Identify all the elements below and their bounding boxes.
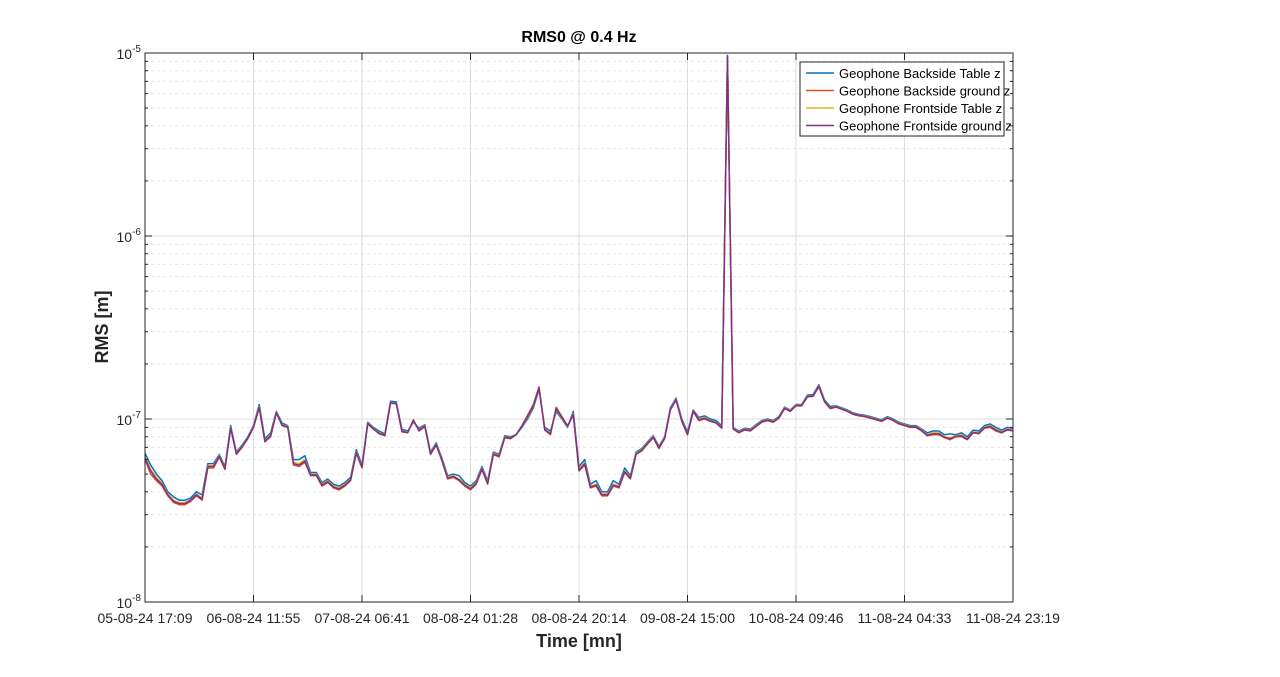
x-tick-label: 08-08-24 20:14: [532, 610, 627, 626]
series-lines: [144, 54, 1014, 506]
grid: [144, 52, 1014, 603]
y-tick-label: 10-6: [117, 227, 142, 245]
y-tick-exponent: -6: [132, 227, 141, 238]
y-axis-label: RMS [m]: [92, 291, 112, 364]
legend-box: [799, 61, 1005, 137]
legend-entry: Geophone Backside ground z: [839, 84, 1010, 99]
x-axis-label: Time [mn]: [536, 631, 622, 651]
y-tick-exponent: -8: [132, 593, 141, 604]
legend: Geophone Backside Table z Geophone Backsi…: [799, 61, 1012, 137]
y-tick-label: 10-5: [117, 44, 142, 62]
y-tick-label: 10-7: [117, 410, 142, 428]
y-axis-ticks: 10-810-710-610-5: [117, 44, 1013, 611]
y-tick-base: 10: [117, 46, 133, 62]
chart-title: RMS0 @ 0.4 Hz: [521, 29, 636, 46]
legend-entry: Geophone Frontside Table z: [839, 101, 1002, 116]
y-tick-base: 10: [117, 412, 133, 428]
x-tick-label: 10-08-24 09:46: [749, 610, 844, 626]
series-line-4: [144, 55, 1014, 505]
legend-entry: Geophone Backside Table z: [839, 66, 1001, 81]
y-tick-label: 10-8: [117, 593, 142, 611]
x-tick-label: 08-08-24 01:28: [423, 610, 518, 626]
y-tick-base: 10: [117, 595, 133, 611]
x-tick-label: 05-08-24 17:09: [98, 610, 193, 626]
x-tick-label: 07-08-24 06:41: [315, 610, 410, 626]
y-tick-base: 10: [117, 229, 133, 245]
x-tick-label: 11-08-24 23:19: [966, 610, 1060, 626]
x-tick-label: 09-08-24 15:00: [640, 610, 735, 626]
legend-entry: Geophone Frontside ground z: [839, 119, 1012, 134]
y-tick-exponent: -7: [132, 410, 141, 421]
y-tick-exponent: -5: [132, 44, 141, 55]
x-axis-ticks: 05-08-24 17:09 06-08-24 11:55 07-08-24 06:…: [98, 53, 1060, 626]
x-tick-label: 06-08-24 11:55: [207, 610, 301, 626]
x-tick-label: 11-08-24 04:33: [858, 610, 952, 626]
